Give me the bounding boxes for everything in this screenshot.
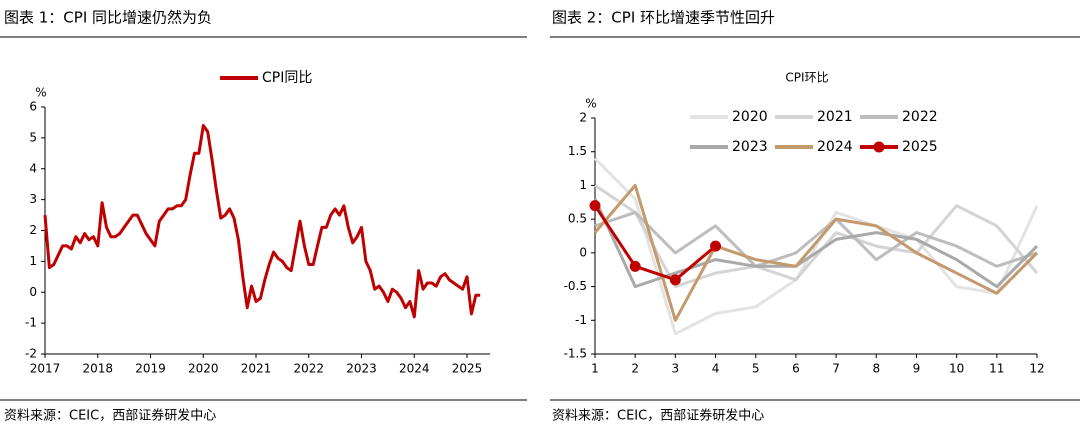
x-tick-label: 2024	[399, 362, 430, 376]
legend-marker	[873, 141, 885, 153]
series-line	[593, 198, 1039, 289]
y-tick-label: 4	[29, 161, 37, 175]
y-tick-label: -1	[575, 313, 587, 327]
point-marker	[710, 240, 722, 252]
y-tick-label: 3	[29, 192, 37, 206]
y-tick-label: -0.5	[564, 279, 587, 293]
panel-caption: 图表 2：CPI 环比增速季节性回升	[552, 9, 775, 27]
y-tick-label: 1	[29, 254, 37, 268]
legend-label: 2025	[902, 139, 938, 155]
y-tick-label: 2	[579, 111, 587, 125]
series-line	[43, 124, 481, 319]
legend-label: 2024	[817, 139, 853, 155]
x-tick-label: 2	[631, 362, 639, 376]
x-tick-label: 11	[989, 362, 1004, 376]
y-axis-label: %	[585, 97, 596, 111]
legend-label: 2023	[732, 139, 768, 155]
y-tick-label: 1.5	[568, 144, 587, 158]
legend-label: 2020	[732, 109, 768, 125]
chart-title: CPI环比	[785, 71, 828, 85]
x-tick-label: 2017	[30, 362, 61, 376]
y-tick-label: 0	[579, 245, 587, 259]
x-tick-label: 2020	[188, 362, 219, 376]
x-tick-label: 2022	[293, 362, 324, 376]
series-line	[593, 204, 717, 282]
x-tick-label: 2019	[135, 362, 166, 376]
y-tick-label: -1.5	[564, 347, 587, 361]
x-tick-label: 9	[913, 362, 921, 376]
panel-caption: 图表 1：CPI 同比增速仍然为负	[4, 9, 212, 27]
legend-label: 2021	[817, 109, 853, 125]
x-tick-label: 2021	[241, 362, 272, 376]
legend-label: CPI同比	[262, 70, 312, 86]
series-line	[593, 157, 1039, 336]
y-tick-label: 1	[579, 178, 587, 192]
x-tick-label: 3	[672, 362, 680, 376]
y-tick-label: 0	[29, 285, 37, 299]
y-tick-label: -1	[25, 316, 37, 330]
source-note: 资料来源：CEIC，西部证券研发中心	[4, 408, 216, 424]
point-marker	[669, 274, 681, 286]
x-tick-label: 2023	[346, 362, 377, 376]
x-tick-label: 1	[591, 362, 599, 376]
point-marker	[629, 260, 641, 272]
x-tick-label: 10	[949, 362, 964, 376]
point-marker	[589, 200, 601, 212]
x-tick-label: 4	[712, 362, 720, 376]
source-note: 资料来源：CEIC，西部证券研发中心	[552, 408, 764, 424]
x-tick-label: 6	[792, 362, 800, 376]
y-tick-label: 0.5	[568, 212, 587, 226]
y-tick-label: 6	[29, 100, 37, 114]
y-tick-label: -2	[25, 347, 37, 361]
x-tick-label: 2025	[452, 362, 483, 376]
series-line	[593, 183, 1039, 322]
x-tick-label: 7	[832, 362, 840, 376]
y-tick-label: 2	[29, 223, 37, 237]
x-tick-label: 2018	[82, 362, 113, 376]
legend-label: 2022	[902, 109, 938, 125]
x-tick-label: 5	[752, 362, 760, 376]
x-tick-label: 8	[872, 362, 880, 376]
series-line	[594, 210, 1038, 268]
x-tick-label: 12	[1029, 362, 1044, 376]
y-tick-label: 5	[29, 130, 37, 144]
y-axis-label: %	[35, 86, 46, 100]
